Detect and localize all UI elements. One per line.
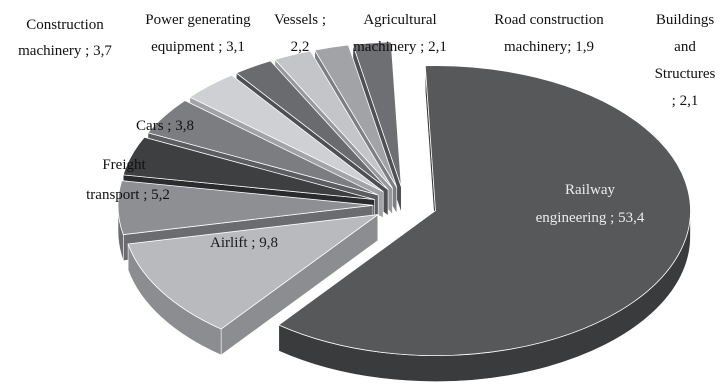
pie-slice-road-construction-machinery bbox=[314, 44, 398, 188]
pie-slice-construction-machinery bbox=[147, 100, 379, 196]
data-label-power-generating-equipment: Power generating equipment ; 3,1 bbox=[145, 12, 251, 55]
pie-slice-railway-engineering bbox=[277, 65, 691, 356]
data-label-cars: Cars ; 3,8 bbox=[136, 118, 194, 134]
pie-slice-cars bbox=[122, 136, 375, 200]
pie-slice-airlift bbox=[127, 214, 380, 330]
pie-slices bbox=[117, 41, 691, 382]
data-label-railway-engineering: Railway engineering ; 53,4 bbox=[536, 182, 645, 226]
data-label-construction-machinery: Construction machinery ; 3,7 bbox=[18, 17, 112, 59]
data-labels: Railway engineering ; 53,4 Airlift ; 9,8 … bbox=[18, 12, 715, 251]
data-label-airlift: Airlift ; 9,8 bbox=[210, 235, 278, 251]
data-label-freight-transport: Freight transport ; 5,2 bbox=[86, 157, 170, 203]
data-label-agricultural-machinery: Agricultural machinery ; 2,1 bbox=[353, 12, 447, 55]
pie-slice-agricultural-machinery bbox=[274, 50, 393, 189]
pie-slice-freight-transport bbox=[117, 180, 374, 236]
pie-slice-vessels bbox=[235, 60, 389, 190]
pie-slice-buildings-and-structures bbox=[352, 41, 402, 188]
data-label-buildings-and-structures: Buildings and Structures; 2,1 bbox=[655, 12, 716, 109]
pie-slice-power-generating-equipment bbox=[189, 74, 384, 193]
data-label-road-construction-machinery: Road construction machinery; 1,9 bbox=[494, 12, 604, 55]
data-label-vessels: Vessels ; 2,2 bbox=[274, 12, 326, 55]
